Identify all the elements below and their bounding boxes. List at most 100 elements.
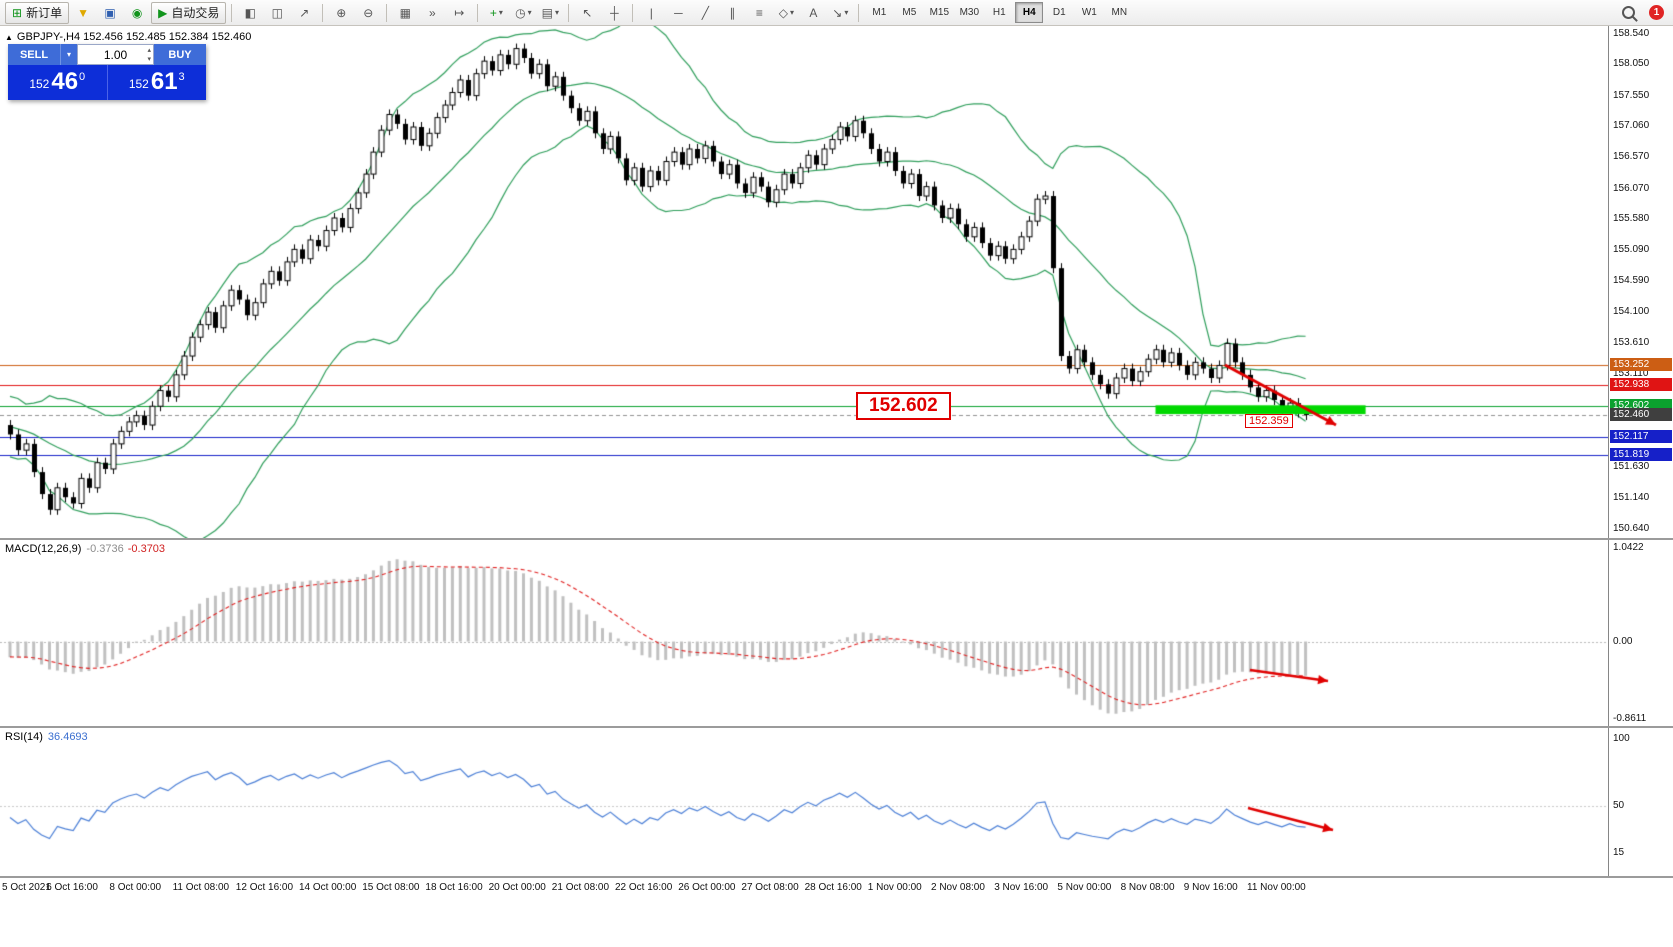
timeframe-h1-button[interactable]: H1 [992,7,1006,18]
timeframe-mn-button[interactable]: MN [1111,7,1128,18]
buy-button[interactable]: BUY [154,44,206,65]
price-level-box-153.252: 153.252 [1610,358,1672,372]
price-axis: 158.540 158.050 157.550 157.060 156.570 156.0… [1608,26,1673,538]
price-axis-label: 151.630 [1613,461,1650,473]
cursor-icon: ↖ [582,5,593,20]
periods-button[interactable]: ◷ ▾ [510,2,536,24]
timeframe-m5-button[interactable]: M5 [902,7,917,18]
pane-resize-handle[interactable] [0,876,1673,878]
time-axis[interactable]: 5 Oct 2021 6 Oct 16:00 8 Oct 00:00 11 Oct 0… [0,878,1673,947]
zoom-out-icon: ⊖ [363,5,374,20]
price-axis-label: 155.580 [1613,213,1650,225]
shapes-button[interactable]: ◇ ▾ [773,2,799,24]
timeframe-m15-button[interactable]: M15 [929,7,950,18]
search-button[interactable] [1615,2,1641,24]
vertical-line-button[interactable]: | [638,2,664,24]
bar-chart-icon: ◧ [244,5,256,20]
price-axis-label: 154.590 [1613,275,1650,287]
time-axis-label: 28 Oct 16:00 [804,882,862,893]
pane-resize-handle[interactable] [0,726,1673,728]
toolbar-separator [386,3,388,22]
volume-spinner[interactable]: ▴ ▾ [147,47,151,63]
zoom-out-button[interactable]: ⊖ [355,2,381,24]
price-canvas[interactable] [0,26,1608,538]
price-axis-label: 154.100 [1613,306,1650,318]
trendline-button[interactable]: ╱ [692,2,718,24]
macd-canvas[interactable] [0,540,1608,726]
rsi-axis-label: 50 [1613,800,1625,812]
horizontal-line-button[interactable]: ─ [665,2,691,24]
chart-wizard-button[interactable]: ▼ [70,2,96,24]
notification-badge[interactable]: 1 [1649,5,1664,20]
timeframe-w1-button[interactable]: W1 [1081,7,1097,18]
sell-price[interactable]: 152 46 0 [8,65,108,100]
auto-scroll-icon: » [428,5,436,20]
crosshair-button[interactable]: ┼ [601,2,627,24]
rsi-axis-label: 100 [1613,732,1630,744]
toolbar-separator [632,3,634,22]
rsi-axis: 100 50 15 [1608,728,1673,876]
text-tool-button[interactable]: A [800,2,826,24]
price-axis-label: 158.050 [1613,58,1650,70]
timeframe-m30-button[interactable]: M30 [959,7,980,18]
line-chart-button[interactable]: ↗ [291,2,317,24]
autotrading-button[interactable]: ▶ 自动交易 [151,1,227,24]
chevron-down-icon: ▾ [844,8,849,17]
channel-button[interactable]: ∥ [719,2,745,24]
arrows-tool-icon: ↘ [832,5,843,20]
tile-windows-button[interactable]: ▦ [392,2,418,24]
price-axis-label: 151.140 [1613,491,1650,503]
up-triangle-icon: ▲ [5,33,13,42]
auto-scroll-button[interactable]: » [419,2,445,24]
macd-pane: 1.0422 0.00 -0.8611 MACD(12,26,9) -0.3736 -0… [0,540,1673,726]
time-axis-label: 9 Nov 16:00 [1183,882,1238,893]
terminal-button[interactable]: ▣ [97,2,123,24]
scripts-button[interactable]: ◉ [124,2,150,24]
volume-input[interactable]: 1.00 ▴ ▾ [77,44,154,65]
time-axis-label: 5 Oct 2021 [2,882,51,893]
crosshair-icon: ┼ [610,5,619,20]
bar-chart-button[interactable]: ◧ [237,2,263,24]
rsi-canvas[interactable] [0,728,1608,876]
toolbar-separator [231,3,233,22]
timeframe-d1-button[interactable]: D1 [1052,7,1066,18]
cursor-button[interactable]: ↖ [574,2,600,24]
timeframe-h4-button[interactable]: H4 [1015,2,1044,23]
volume-dropdown[interactable]: ▾ [60,44,77,65]
sell-button[interactable]: SELL [8,44,60,65]
macd-axis-label: -0.8611 [1613,712,1647,724]
pane-resize-handle[interactable] [0,538,1673,540]
support-level-small-label: 152.359 [1245,414,1293,428]
price-axis-label: 158.540 [1613,27,1650,39]
support-level-big-label: 152.602 [856,392,951,420]
templates-button[interactable]: ▤ ▾ [537,2,563,24]
arrows-tool-button[interactable]: ↘ ▾ [827,2,853,24]
indicators-button[interactable]: + ▾ [483,2,509,24]
new-order-label: 新订单 [26,6,63,20]
toolbar-separator [568,3,570,22]
candle-chart-button[interactable]: ◫ [264,2,290,24]
macd-signal-value: -0.3703 [127,543,166,555]
vertical-line-icon: | [649,5,653,20]
clock-icon: ◷ [515,5,526,20]
trendline-icon: ╱ [701,5,709,20]
tile-windows-icon: ▦ [399,5,411,20]
timeframe-m1-button[interactable]: M1 [872,7,887,18]
chevron-down-icon: ▾ [789,8,794,17]
time-axis-label: 3 Nov 16:00 [994,882,1049,893]
fibonacci-button[interactable]: ≡ [746,2,772,24]
time-axis-label: 26 Oct 00:00 [678,882,736,893]
volume-value: 1.00 [103,47,128,62]
rsi-label: RSI(14) 36.4693 [5,731,88,743]
buy-price[interactable]: 152 61 3 [128,68,185,95]
new-order-icon: ⊞ [12,5,23,20]
macd-label: MACD(12,26,9) -0.3736 -0.3703 [5,543,166,555]
zoom-in-button[interactable]: ⊕ [328,2,354,24]
new-order-button[interactable]: ⊞ 新订单 [5,1,70,24]
time-axis-label: 15 Oct 08:00 [362,882,420,893]
fibonacci-icon: ≡ [755,5,763,20]
chart-shift-icon: ↦ [454,5,465,20]
timeframe-group: M1 M5 M15 M30 H1 H4 D1 W1 MN [864,2,1134,23]
price-level-box-152.938: 152.938 [1610,378,1672,392]
chart-shift-button[interactable]: ↦ [446,2,472,24]
